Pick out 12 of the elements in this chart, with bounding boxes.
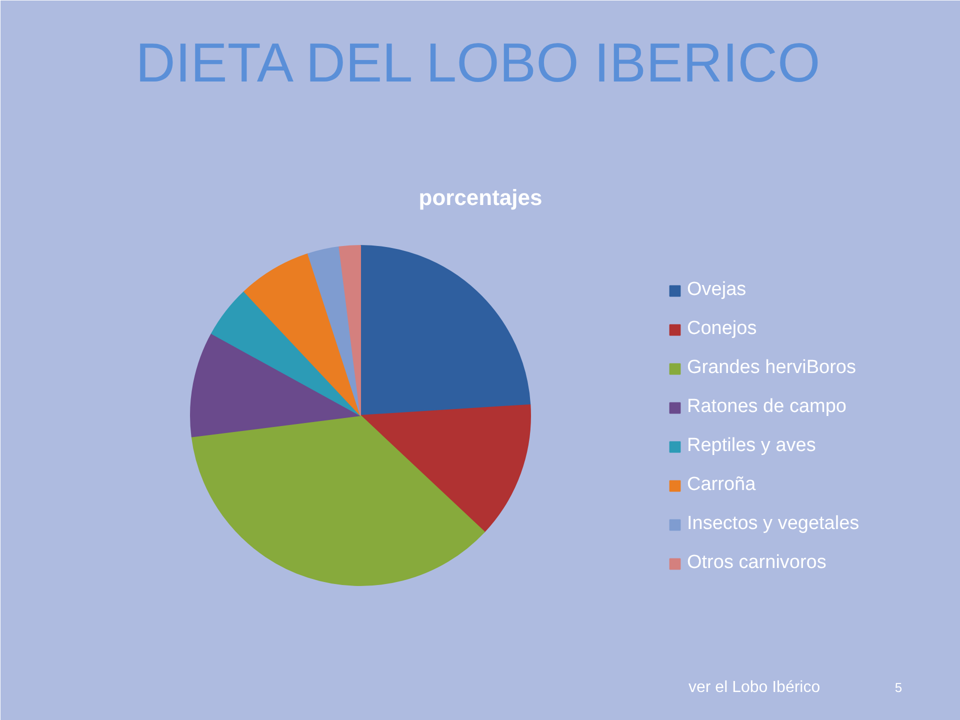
legend-label: Insectos y vegetales bbox=[687, 513, 860, 535]
legend-label: Conejos bbox=[687, 318, 757, 340]
legend-label: Ovejas bbox=[687, 279, 746, 301]
chart-subtitle: porcentajes bbox=[418, 185, 542, 210]
legend-label: Reptiles y aves bbox=[687, 435, 816, 457]
chart-title: DIETA DEL LOBO IBERICO bbox=[136, 32, 820, 94]
legend-label: Carroña bbox=[687, 474, 756, 496]
legend-label: Otros carnivoros bbox=[687, 552, 826, 574]
legend-label: Grandes herviBoros bbox=[687, 357, 856, 379]
legend-label: Ratones de campo bbox=[687, 396, 846, 418]
text: ver el Lobo Ibérico bbox=[688, 679, 820, 696]
text: 5 bbox=[894, 680, 902, 695]
